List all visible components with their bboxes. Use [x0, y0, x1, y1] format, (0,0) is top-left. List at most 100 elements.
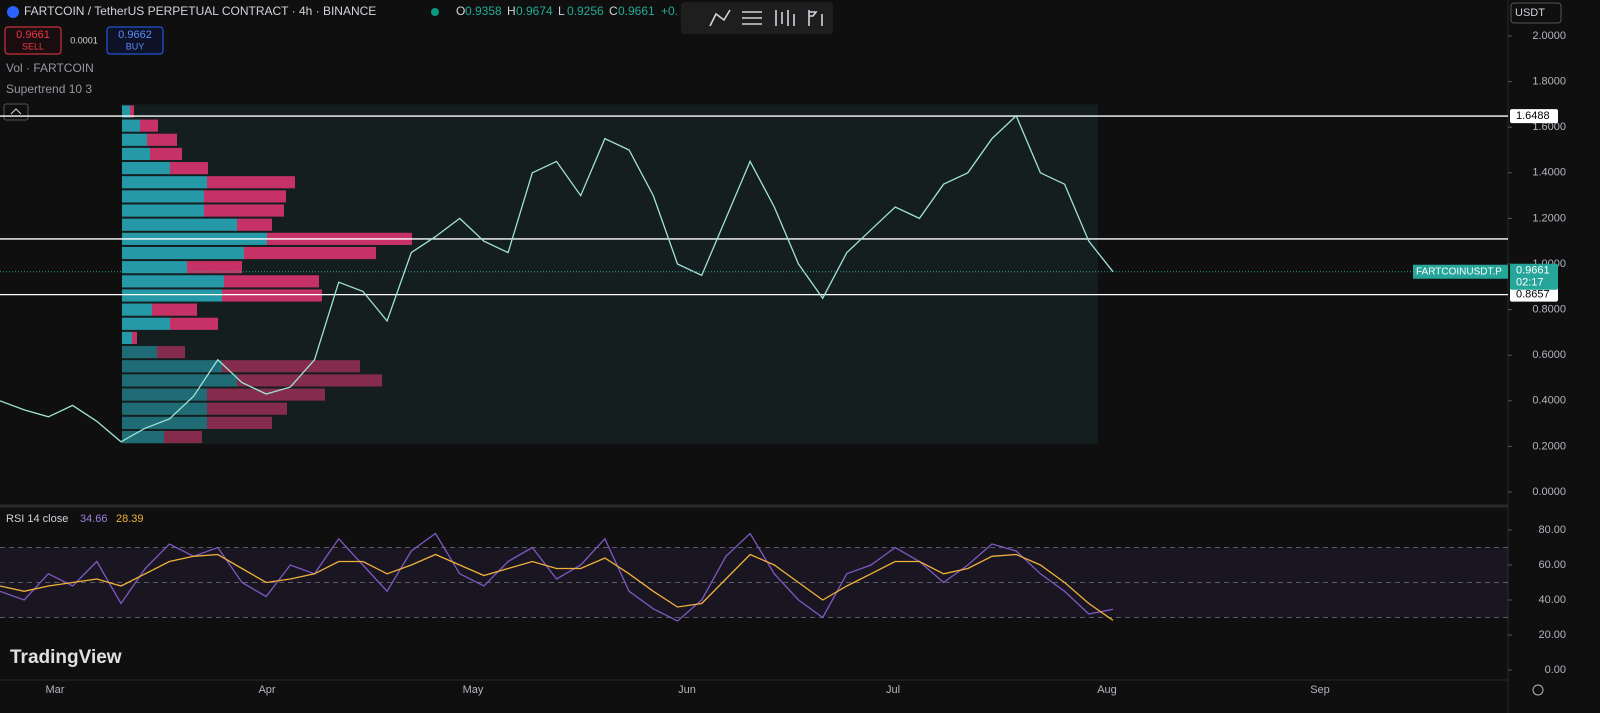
- sell-button[interactable]: [4, 26, 62, 55]
- profile-sell: [130, 105, 134, 118]
- x-tick-label: Mar: [46, 684, 65, 696]
- y-tick-label: 0.00: [1545, 664, 1566, 676]
- currency-button[interactable]: [1510, 2, 1562, 24]
- profile-sell: [237, 374, 382, 387]
- profile-sell: [204, 190, 286, 203]
- ohlc-key: C: [609, 4, 618, 18]
- profile-buy: [122, 204, 204, 217]
- rsi-band: [0, 547, 1508, 618]
- x-tick-label: Sep: [1310, 684, 1330, 696]
- x-tick-label: Jun: [678, 684, 696, 696]
- profile-buy: [122, 218, 237, 231]
- chart-title: FARTCOIN / TetherUS PERPETUAL CONTRACT ·…: [24, 4, 376, 18]
- symbol-icon: [7, 6, 19, 18]
- profile-buy: [122, 190, 204, 203]
- profile-sell: [207, 176, 295, 189]
- indicator-label: Vol · FARTCOIN: [6, 61, 94, 75]
- y-tick-label: 0.2000: [1532, 440, 1566, 452]
- profile-buy: [122, 303, 152, 316]
- profile-buy: [122, 119, 140, 132]
- y-tick-label: 0.6000: [1532, 349, 1566, 361]
- profile-buy: [122, 105, 130, 118]
- y-tick-label: 0.8000: [1532, 304, 1566, 316]
- profile-buy: [122, 416, 207, 429]
- last-price: 0.9661: [1516, 265, 1550, 277]
- profile-buy: [122, 346, 157, 359]
- ohlc-value: 0.9256: [567, 4, 604, 18]
- level-label: 1.6488: [1516, 110, 1550, 122]
- profile-sell: [140, 119, 158, 132]
- buy-price: 0.9662: [118, 29, 152, 41]
- ohlc-change: +0.: [661, 4, 678, 18]
- y-tick-label: 1.4000: [1532, 167, 1566, 179]
- rsi-line: [0, 532, 1114, 622]
- profile-sell: [170, 317, 218, 330]
- profile-sell: [244, 246, 376, 260]
- profile-sell: [147, 133, 177, 146]
- currency: USDT: [1515, 7, 1545, 19]
- profile-buy: [122, 133, 147, 146]
- profile-buy: [122, 162, 170, 175]
- y-tick-label: 80.00: [1538, 524, 1566, 536]
- profile-sell: [150, 147, 182, 161]
- collapse-icon: [10, 108, 22, 115]
- profile-sell: [187, 261, 242, 274]
- ohlc-value: 0.9358: [465, 4, 502, 18]
- sell-label: SELL: [22, 41, 44, 51]
- x-tick-label: May: [463, 684, 484, 696]
- y-tick-label: 1.8000: [1532, 76, 1566, 88]
- status-dot: [431, 8, 439, 16]
- rsi-ma-value: 28.39: [116, 513, 144, 525]
- y-tick-label: 60.00: [1538, 559, 1566, 571]
- level-label-box: [1510, 287, 1558, 302]
- profile-buy: [122, 360, 222, 373]
- level-label-box: [1510, 109, 1558, 124]
- profile-sell: [222, 360, 360, 373]
- profile-sell: [132, 331, 137, 345]
- profile-sell: [170, 162, 208, 175]
- symbol-label-box: [1413, 264, 1508, 279]
- collapse-button[interactable]: [3, 103, 29, 121]
- price-line: [0, 114, 1114, 443]
- profile-buy: [122, 374, 237, 387]
- profile-sell: [222, 289, 322, 302]
- level-label: 0.8657: [1516, 289, 1550, 301]
- profile-buy: [122, 261, 187, 274]
- last-price-box: [1510, 263, 1558, 290]
- profile-buy: [122, 246, 244, 260]
- toolbar-icons: [709, 9, 823, 27]
- symbol-label: FARTCOINUSDT.P: [1416, 266, 1502, 277]
- profile-buy: [122, 176, 207, 189]
- profile-buy: [122, 275, 224, 288]
- profile-sell: [157, 346, 185, 359]
- profile-sell: [224, 275, 319, 288]
- rsi-title: RSI 14 close: [6, 513, 68, 525]
- profile-sell: [152, 303, 197, 316]
- ohlc-key: H: [507, 4, 516, 18]
- buy-button[interactable]: [106, 26, 164, 55]
- profile-sell: [164, 430, 202, 444]
- profile-sell: [204, 204, 284, 217]
- indicator-label: Supertrend 10 3: [6, 82, 92, 96]
- y-tick-label: 0.4000: [1532, 395, 1566, 407]
- y-tick-label: 20.00: [1538, 629, 1566, 641]
- profile-buy: [122, 317, 170, 330]
- profile-buy: [122, 430, 164, 444]
- profile-buy: [122, 147, 150, 161]
- profile-buy: [122, 289, 222, 302]
- spread: 0.0001: [70, 35, 98, 45]
- ohlc-key: L: [558, 4, 565, 18]
- y-tick-label: 40.00: [1538, 594, 1566, 606]
- y-tick-label: 1.2000: [1532, 212, 1566, 224]
- countdown: 02:17: [1516, 277, 1544, 289]
- x-tick-label: Aug: [1097, 684, 1117, 696]
- ohlc-value: 0.9674: [516, 4, 553, 18]
- x-tick-label: Apr: [258, 684, 275, 696]
- profile-buy: [122, 402, 207, 415]
- brand: TradingView: [10, 647, 122, 668]
- settings-icon[interactable]: [1532, 684, 1544, 696]
- range-box: [122, 104, 1098, 445]
- sell-price: 0.9661: [16, 29, 50, 41]
- rsi-value: 34.66: [80, 513, 108, 525]
